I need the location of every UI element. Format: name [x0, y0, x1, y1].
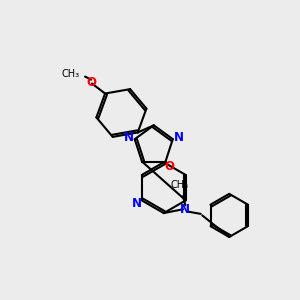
Text: N: N	[124, 131, 134, 144]
Text: N: N	[180, 203, 190, 216]
Text: CH₃: CH₃	[61, 68, 80, 79]
Text: O: O	[86, 76, 96, 89]
Text: N: N	[131, 197, 141, 210]
Text: N: N	[174, 131, 184, 144]
Text: O: O	[164, 160, 174, 173]
Text: CH₃: CH₃	[171, 180, 189, 190]
